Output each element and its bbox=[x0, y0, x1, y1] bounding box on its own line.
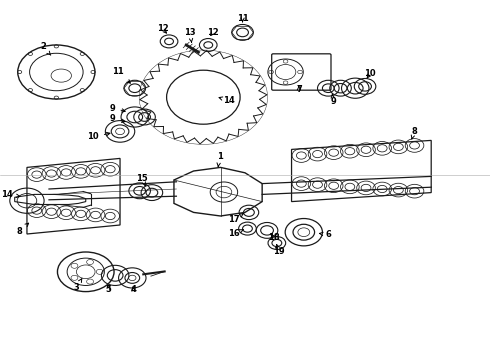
Text: 5: 5 bbox=[105, 285, 111, 294]
Text: 2: 2 bbox=[40, 42, 51, 55]
Text: 16: 16 bbox=[228, 230, 243, 239]
Text: 14: 14 bbox=[219, 96, 235, 105]
Text: 7: 7 bbox=[296, 85, 302, 94]
Text: 9: 9 bbox=[110, 114, 125, 123]
Text: 3: 3 bbox=[73, 278, 82, 292]
Text: 12: 12 bbox=[157, 24, 169, 33]
Text: 17: 17 bbox=[228, 213, 243, 224]
Text: 9: 9 bbox=[110, 104, 125, 112]
Text: 8: 8 bbox=[411, 127, 417, 139]
Text: 10: 10 bbox=[87, 132, 110, 141]
Text: 1: 1 bbox=[217, 152, 222, 167]
Text: 6: 6 bbox=[319, 230, 331, 239]
Text: 14: 14 bbox=[1, 190, 20, 199]
Text: 8: 8 bbox=[17, 223, 28, 236]
Text: 11: 11 bbox=[112, 68, 130, 83]
Text: 12: 12 bbox=[207, 28, 219, 37]
Text: 10: 10 bbox=[364, 69, 376, 78]
Text: 9: 9 bbox=[330, 94, 336, 106]
Text: 15: 15 bbox=[136, 174, 148, 186]
Text: 18: 18 bbox=[268, 233, 279, 242]
Text: 13: 13 bbox=[184, 28, 196, 42]
Text: 19: 19 bbox=[273, 244, 285, 256]
Text: 11: 11 bbox=[237, 14, 248, 23]
Text: 4: 4 bbox=[130, 285, 136, 294]
